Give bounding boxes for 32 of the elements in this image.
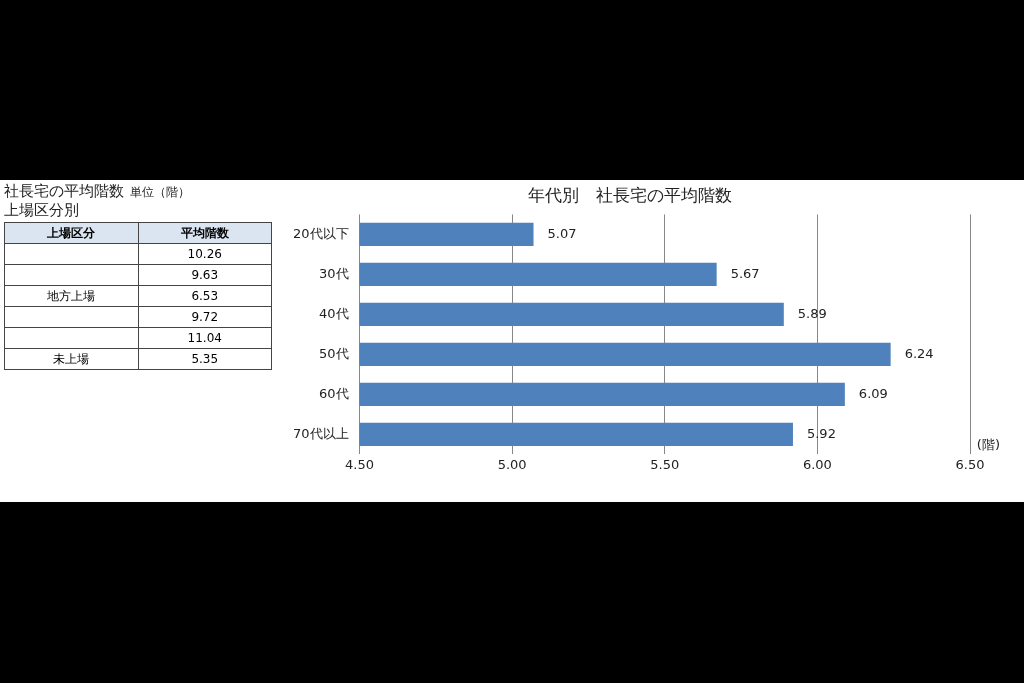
x-tick-label: 6.00 bbox=[802, 456, 832, 472]
data-label: 5.92 bbox=[806, 425, 836, 441]
x-tick-label: 6.50 bbox=[955, 456, 985, 472]
category-label: 未上場 bbox=[4, 348, 138, 370]
x-tick-label: 5.00 bbox=[497, 456, 527, 472]
x-axis-title: (階) bbox=[976, 437, 1000, 453]
data-label: 5.07 bbox=[547, 225, 577, 241]
data-label: 9.63 bbox=[138, 264, 272, 286]
chart-title: 年代別 社長宅の平均階数 bbox=[528, 184, 732, 205]
data-label: 6.24 bbox=[904, 345, 934, 361]
y-tick-label: 70代以上 bbox=[293, 425, 349, 441]
text: 上場区分 bbox=[4, 222, 138, 244]
data-label: 5.89 bbox=[797, 305, 827, 321]
data-label: 6.09 bbox=[858, 385, 888, 401]
data-label: 11.04 bbox=[138, 327, 272, 349]
data-label: 5.35 bbox=[138, 348, 272, 370]
y-tick-label: 40代 bbox=[319, 305, 349, 321]
data-label: 5.67 bbox=[730, 265, 760, 281]
category-label: 地方上場 bbox=[4, 285, 138, 307]
y-tick-label: 50代 bbox=[319, 345, 349, 361]
text: 平均階数 bbox=[138, 222, 272, 244]
y-tick-label: 30代 bbox=[319, 265, 349, 281]
data-label: 6.53 bbox=[138, 285, 272, 307]
data-label: 10.26 bbox=[138, 243, 272, 265]
text: 社長宅の平均階数 bbox=[4, 182, 124, 200]
data-label: 9.72 bbox=[138, 306, 272, 328]
text: 単位（階） bbox=[130, 185, 190, 199]
y-tick-label: 60代 bbox=[319, 385, 349, 401]
x-tick-label: 5.50 bbox=[650, 456, 680, 472]
y-tick-label: 20代以下 bbox=[293, 225, 349, 241]
text: 上場区分別 bbox=[4, 201, 80, 220]
x-tick-label: 4.50 bbox=[345, 456, 375, 472]
